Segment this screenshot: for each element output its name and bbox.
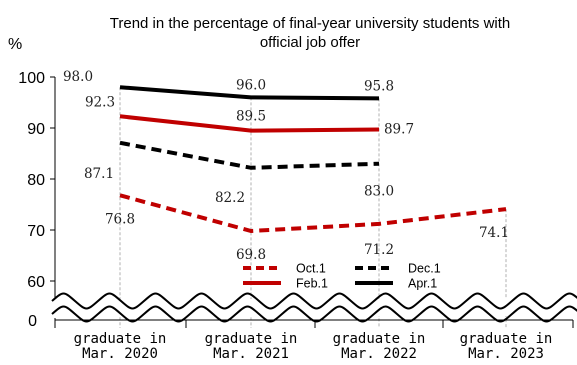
- x-tick-label: graduate in Mar. 2023: [460, 331, 553, 362]
- y-tick-label: 80: [27, 172, 45, 189]
- legend-label: Dec.1: [408, 262, 441, 276]
- series-line-feb-1: [119, 114, 380, 133]
- y-tick-label: 100: [18, 70, 45, 87]
- x-tick-label-line: Mar. 2022: [341, 346, 417, 362]
- data-label: 83.0: [364, 184, 394, 200]
- data-label: 82.2: [215, 190, 245, 206]
- x-tick-label-line: Mar. 2020: [82, 346, 158, 362]
- data-label: 76.8: [105, 211, 135, 227]
- y-tick-label: 70: [27, 223, 45, 240]
- chart-title: Trend in the percentage of final-year un…: [60, 14, 560, 52]
- legend: Oct.1 Dec.1 Feb.1 Apr.1: [243, 262, 441, 291]
- axis-break-wave-upper: [51, 292, 577, 310]
- x-tick-label-line: Mar. 2023: [468, 346, 544, 362]
- y-tick-label: 60: [27, 274, 45, 291]
- axis-break-wave-lower: [51, 305, 577, 323]
- data-label: 98.0: [63, 69, 93, 85]
- x-tick-label-line: graduate in: [205, 331, 298, 347]
- series-line-dec-1: [119, 140, 380, 170]
- category-guides: [119, 87, 507, 328]
- data-label: 96.0: [236, 77, 266, 93]
- data-label: 87.1: [84, 166, 114, 182]
- data-label: 89.5: [236, 109, 266, 125]
- x-tick-label: graduate in Mar. 2020: [74, 331, 167, 362]
- chart-title-line-2: official job offer: [259, 34, 361, 51]
- x-tick-label: graduate in Mar. 2021: [205, 331, 298, 362]
- data-label: 95.8: [364, 78, 394, 94]
- data-label: 92.3: [85, 94, 115, 110]
- x-tick-label-line: graduate in: [74, 331, 167, 347]
- x-tick-label-line: graduate in: [333, 331, 426, 347]
- data-label: 71.2: [364, 242, 394, 258]
- x-tick-label-line: graduate in: [460, 331, 553, 347]
- y-axis-unit-label: %: [8, 36, 22, 53]
- x-tick-label-line: Mar. 2021: [213, 346, 289, 362]
- legend-label: Oct.1: [296, 262, 326, 276]
- y-tick-label: 90: [27, 121, 45, 138]
- y-tick-label: 0: [28, 313, 37, 330]
- legend-label: Apr.1: [408, 277, 437, 291]
- series-lines: [119, 85, 507, 234]
- legend-label: Feb.1: [296, 277, 328, 291]
- series-line-oct-1: [119, 193, 507, 234]
- x-tick-label: graduate in Mar. 2022: [333, 331, 426, 362]
- data-label: 69.8: [236, 247, 266, 263]
- data-labels: 76.8 69.8 71.2 74.1 87.1 82.2 83.0 92.3 89.5 89.7…: [63, 69, 509, 263]
- data-label: 89.7: [384, 122, 414, 138]
- series-line-apr-1: [119, 85, 380, 101]
- data-label: 74.1: [479, 225, 509, 241]
- chart-title-line-1: Trend in the percentage of final-year un…: [109, 15, 511, 32]
